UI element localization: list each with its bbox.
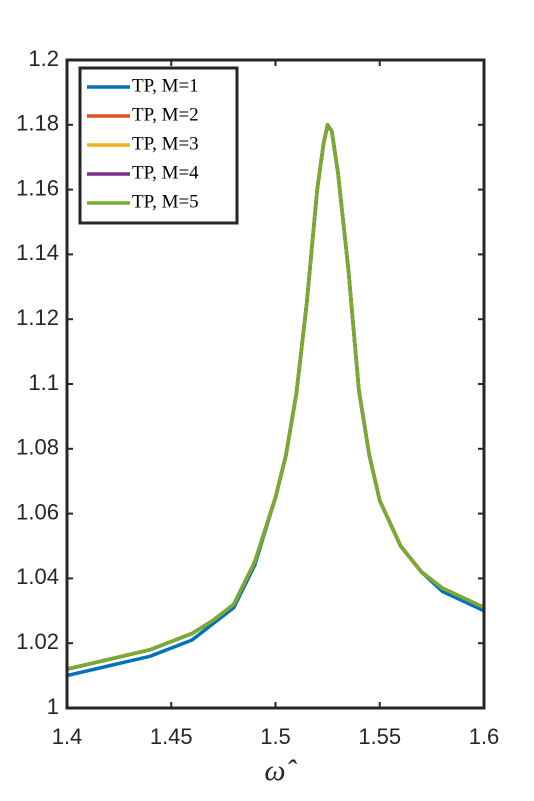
y-tick-label: 1.12 xyxy=(16,305,59,330)
y-tick-label: 1.08 xyxy=(16,435,59,460)
line-series xyxy=(66,123,485,671)
legend-label: TP, M=2 xyxy=(132,104,199,125)
y-tick-label: 1.02 xyxy=(16,629,59,654)
y-tick-label: 1 xyxy=(47,694,59,719)
x-tick-label: 1.55 xyxy=(358,724,401,749)
y-tick-label: 1.14 xyxy=(16,240,59,265)
legend-label: TP, M=5 xyxy=(132,191,199,212)
y-tick-label: 1.18 xyxy=(16,111,59,136)
x-tick-label: 1.6 xyxy=(469,724,500,749)
legend-label: TP, M=1 xyxy=(132,75,199,96)
x-tick-label: 1.5 xyxy=(260,724,291,749)
y-tick-label: 1.16 xyxy=(16,175,59,200)
y-tick-label: 1.2 xyxy=(28,46,59,71)
x-tick-label: 1.45 xyxy=(150,724,193,749)
y-tick-label: 1.06 xyxy=(16,499,59,524)
legend-label: TP, M=3 xyxy=(132,133,199,154)
y-tick-label: 1.1 xyxy=(28,370,59,395)
x-tick-label: 1.4 xyxy=(52,724,83,749)
legend-label: TP, M=4 xyxy=(132,162,199,183)
y-tick-label: 1.04 xyxy=(16,564,59,589)
x-axis-label: ω̂ xyxy=(264,754,297,787)
